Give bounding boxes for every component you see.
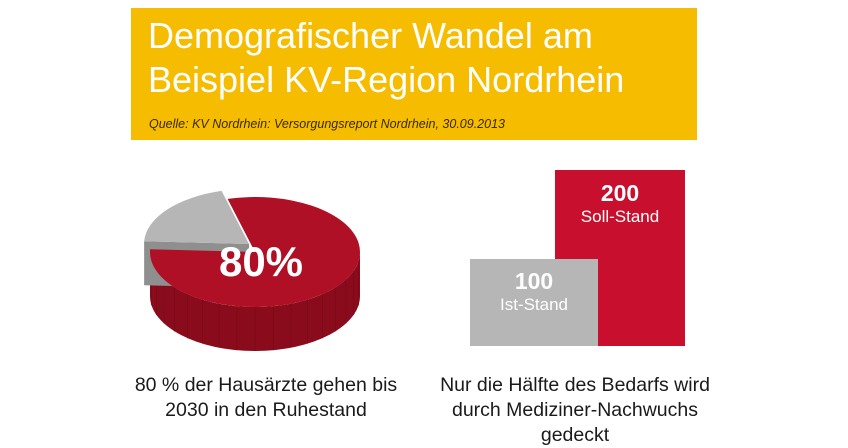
pie-caption: 80 % der Hausärzte gehen bis 2030 in den… [134,374,398,421]
page-title: Demografischer Wandel am Beispiel KV-Reg… [148,15,625,100]
bar-category-label: Ist-Stand [499,295,569,314]
bar-caption: Nur die Hälfte des Bedarfs wird durch Me… [440,374,710,446]
bar-soll-stand: 200 Soll-Stand [555,170,685,346]
bar-category-label: Soll-Stand [580,207,660,226]
header-banner [131,8,697,140]
pie-slice-red [150,197,360,307]
bar-value-label: 200 [600,180,640,206]
pie-top-slices [144,190,360,307]
pie-chart [144,190,360,351]
pie-slice-grey [144,190,249,244]
pie-data-label: 80% [218,238,304,285]
bar-ist-stand: 100 Ist-Stand [470,259,598,346]
source-note: Quelle: KV Nordrhein: Versorgungsreport … [149,117,505,131]
bar-value-label: 100 [514,268,554,294]
